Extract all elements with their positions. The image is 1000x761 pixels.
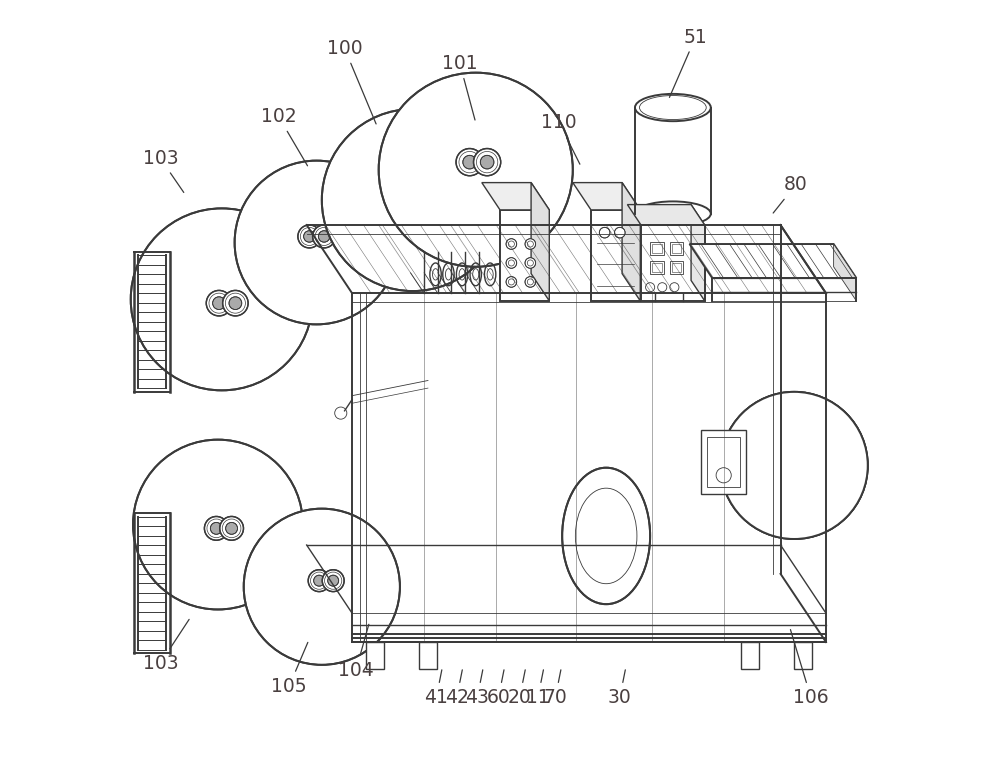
Circle shape	[210, 522, 222, 534]
Circle shape	[721, 392, 868, 539]
Circle shape	[133, 440, 303, 610]
Circle shape	[318, 231, 330, 242]
Text: 30: 30	[608, 670, 632, 707]
Polygon shape	[834, 244, 856, 301]
Circle shape	[244, 508, 400, 665]
Text: 11: 11	[526, 670, 550, 707]
Circle shape	[328, 575, 339, 586]
Polygon shape	[691, 205, 705, 301]
Text: 60: 60	[487, 670, 510, 707]
Text: 105: 105	[271, 642, 308, 696]
Bar	[419, 642, 437, 669]
Bar	[741, 642, 759, 669]
Circle shape	[463, 155, 476, 169]
Bar	[650, 242, 664, 256]
Circle shape	[525, 277, 536, 287]
Bar	[641, 225, 705, 301]
Text: 42: 42	[445, 670, 469, 707]
Polygon shape	[573, 183, 640, 210]
Circle shape	[599, 228, 610, 238]
Polygon shape	[482, 183, 549, 210]
Circle shape	[322, 570, 344, 591]
Bar	[652, 263, 662, 272]
Circle shape	[783, 457, 794, 466]
Bar	[650, 261, 664, 275]
Text: 102: 102	[261, 107, 308, 166]
Bar	[500, 210, 549, 301]
Polygon shape	[622, 183, 640, 301]
Circle shape	[506, 239, 517, 250]
Circle shape	[229, 297, 242, 310]
Circle shape	[226, 522, 238, 534]
Text: 100: 100	[327, 39, 376, 124]
Circle shape	[797, 457, 807, 466]
Circle shape	[390, 183, 415, 209]
Circle shape	[396, 190, 409, 202]
Bar	[794, 642, 812, 669]
Text: 51: 51	[669, 27, 707, 97]
Text: 43: 43	[465, 670, 489, 707]
Text: 103: 103	[143, 149, 184, 193]
Circle shape	[314, 575, 325, 586]
Circle shape	[474, 148, 501, 176]
Circle shape	[456, 148, 483, 176]
Circle shape	[379, 72, 573, 267]
Circle shape	[721, 392, 868, 539]
Text: 104: 104	[338, 624, 374, 680]
Circle shape	[413, 190, 425, 202]
Ellipse shape	[562, 468, 650, 604]
Text: 103: 103	[143, 619, 189, 673]
Circle shape	[322, 109, 504, 291]
Circle shape	[204, 517, 228, 540]
Bar	[366, 642, 384, 669]
Circle shape	[406, 183, 432, 209]
Text: 101: 101	[442, 54, 478, 120]
Polygon shape	[627, 205, 705, 225]
Circle shape	[220, 517, 243, 540]
Circle shape	[480, 155, 494, 169]
Bar	[707, 438, 740, 486]
Circle shape	[506, 277, 517, 287]
Circle shape	[235, 161, 398, 324]
Circle shape	[223, 291, 248, 316]
Bar	[670, 242, 683, 256]
Circle shape	[525, 258, 536, 269]
Bar	[672, 263, 681, 272]
Circle shape	[206, 291, 232, 316]
Circle shape	[335, 407, 347, 419]
Polygon shape	[690, 244, 856, 278]
Circle shape	[308, 570, 330, 591]
Text: 20: 20	[508, 670, 532, 707]
Polygon shape	[531, 183, 549, 301]
Text: 110: 110	[541, 113, 580, 164]
Bar	[591, 210, 640, 301]
Circle shape	[298, 225, 321, 248]
Circle shape	[791, 451, 812, 472]
Circle shape	[131, 209, 313, 390]
Circle shape	[506, 258, 517, 269]
Circle shape	[614, 228, 625, 238]
Circle shape	[213, 297, 225, 310]
Circle shape	[313, 225, 336, 248]
Bar	[701, 430, 746, 494]
Bar	[670, 261, 683, 275]
Text: 41: 41	[424, 670, 448, 707]
Text: 70: 70	[543, 670, 567, 707]
Circle shape	[304, 231, 315, 242]
Bar	[672, 244, 681, 253]
Circle shape	[778, 451, 799, 472]
Text: 106: 106	[790, 629, 829, 707]
Circle shape	[525, 239, 536, 250]
Bar	[652, 244, 662, 253]
Text: 80: 80	[773, 175, 808, 213]
